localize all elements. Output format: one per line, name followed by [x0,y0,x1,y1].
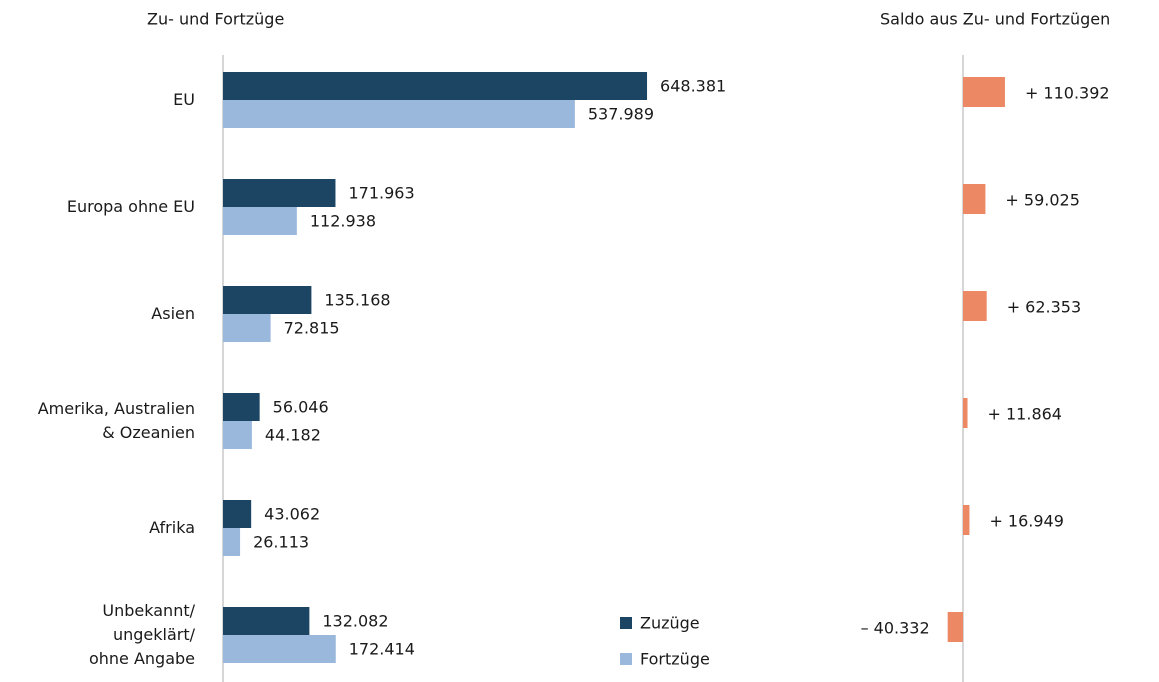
bar [223,314,271,342]
value-label: + 11.864 [988,405,1062,424]
value-label: 135.168 [324,291,390,310]
bar [963,398,968,428]
bar [223,207,297,235]
category-label: Asien [151,304,195,323]
bar [223,635,336,663]
legend-swatch [620,653,632,665]
category-label: Unbekannt/ ungeklärt/ ohne Angabe [88,601,195,668]
category-label: EU [173,90,195,109]
value-label: – 40.332 [861,619,930,638]
legend-label: Fortzüge [640,650,710,669]
value-label: + 59.025 [1005,191,1079,210]
value-label: + 16.949 [989,512,1063,531]
bar [223,500,252,528]
value-label: + 62.353 [1007,298,1081,317]
chart-title: Saldo aus Zu- und Fortzügen [880,10,1110,29]
bar [223,421,252,449]
value-label: 172.414 [349,640,415,659]
category-label: Amerika, Australien & Ozeanien [37,399,195,442]
bar [223,179,336,207]
value-label: 72.815 [284,319,340,338]
value-label: 648.381 [660,77,726,96]
value-label: 43.062 [264,505,320,524]
bar [223,528,241,556]
bar [223,286,312,314]
value-label: 44.182 [265,426,321,445]
bar [947,612,963,642]
chart-title: Zu- und Fortzüge [147,10,284,29]
bar [963,505,970,535]
category-label: Europa ohne EU [66,197,195,216]
bar [223,72,648,100]
bar [223,607,310,635]
legend-label: Zuzüge [640,614,700,633]
category-label: Afrika [149,518,195,537]
bar [223,100,575,128]
value-label: 112.938 [310,212,376,231]
value-label: 26.113 [253,533,309,552]
bar [963,184,986,214]
value-label: 171.963 [348,184,414,203]
value-label: 56.046 [273,398,329,417]
value-label: + 110.392 [1025,84,1110,103]
value-label: 537.989 [588,105,654,124]
bar [963,77,1005,107]
bar [963,291,987,321]
value-label: 132.082 [322,612,388,631]
legend-swatch [620,617,632,629]
bar [223,393,260,421]
